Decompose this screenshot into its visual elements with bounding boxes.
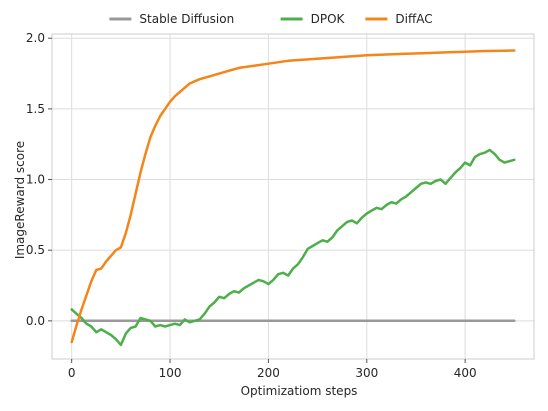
y-tick-label: 1.0 — [26, 173, 45, 187]
y-tick-label: 0.5 — [26, 243, 45, 257]
x-axis-title: Optimizatiom steps — [241, 384, 358, 398]
legend: Stable Diffusion DPOK DiffAC — [109, 12, 433, 26]
x-tick-label: 400 — [454, 366, 477, 380]
grid — [52, 34, 534, 359]
series-line-diffac — [70, 49, 516, 344]
plot-frame — [51, 33, 535, 360]
y-axis-title: ImageReward score — [13, 141, 27, 259]
legend-label-dpok: DPOK — [311, 12, 346, 26]
y-tick-label: 2.0 — [26, 31, 45, 45]
y-tick-label: 1.5 — [26, 102, 45, 116]
x-tick-label: 100 — [159, 366, 182, 380]
legend-label-diffac: DiffAC — [395, 12, 432, 26]
legend-label-stable-diffusion: Stable Diffusion — [139, 12, 234, 26]
plot-lines — [70, 49, 516, 347]
x-tick-label: 0 — [68, 366, 76, 380]
y-tick-label: 0.0 — [26, 314, 45, 328]
axes: 0 100 200 300 400 0.0 0.5 1.0 1.5 2.0 — [26, 31, 535, 380]
x-tick-label: 300 — [355, 366, 378, 380]
series-line-dpok — [70, 148, 516, 347]
x-tick-label: 200 — [257, 366, 280, 380]
